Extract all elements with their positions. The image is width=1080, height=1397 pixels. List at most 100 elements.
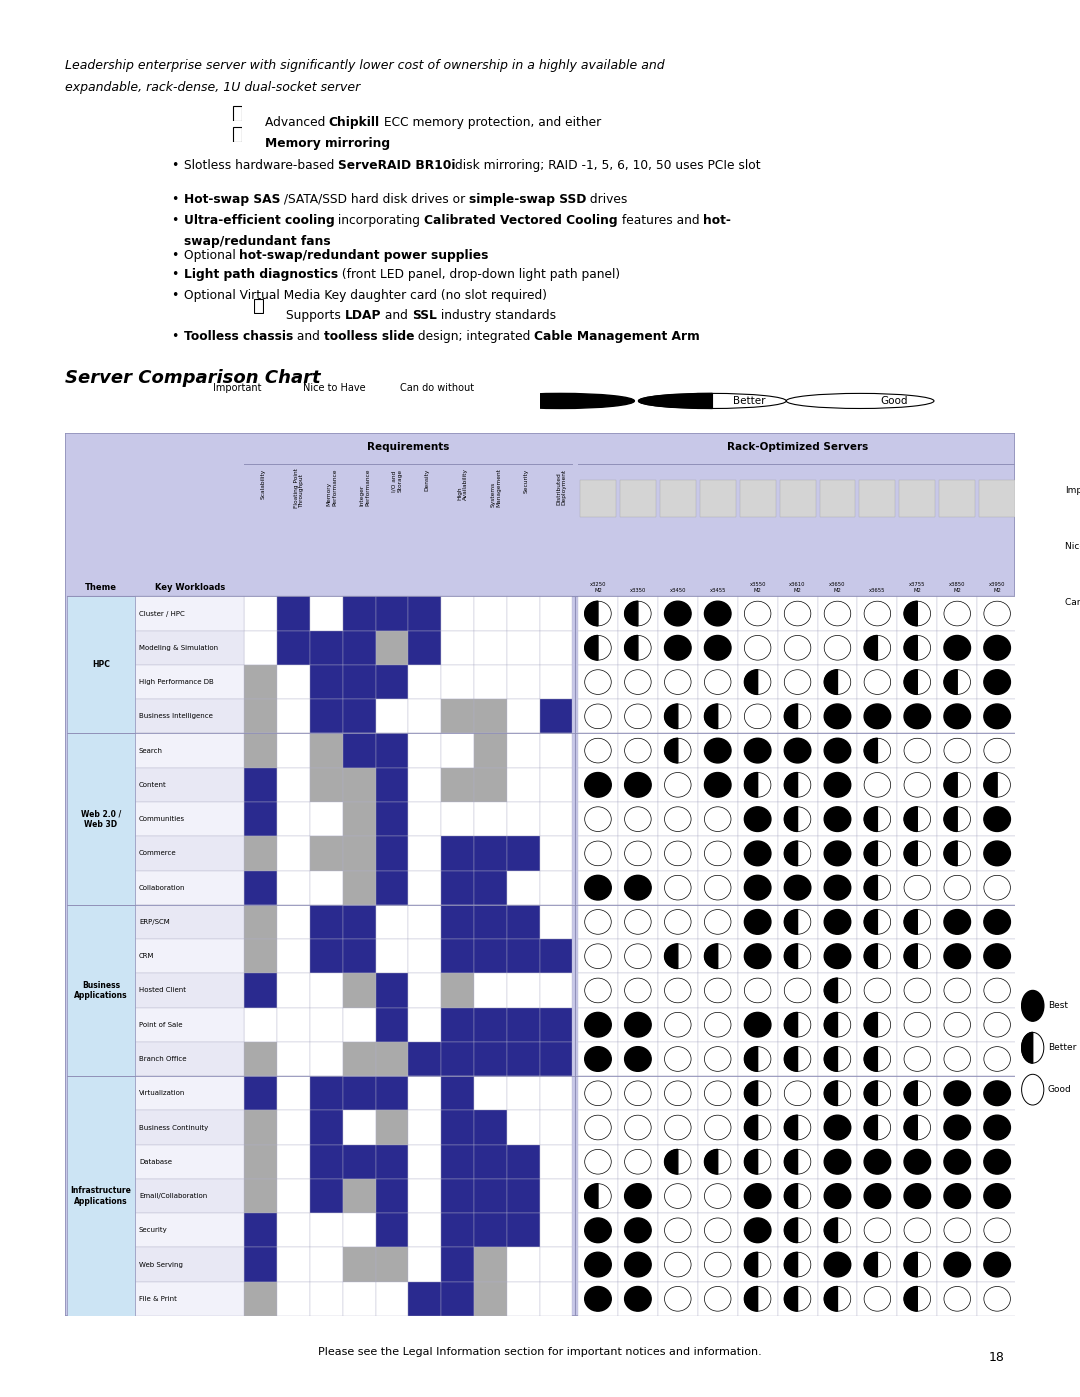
Text: x3650
M2: x3650 M2 — [829, 583, 846, 592]
Circle shape — [704, 738, 731, 763]
Bar — [408, 1248, 441, 1281]
Bar — [474, 802, 507, 837]
Bar — [658, 733, 698, 768]
Bar — [818, 1076, 858, 1111]
Bar — [858, 1111, 897, 1144]
Bar — [67, 597, 135, 733]
Bar — [818, 905, 858, 939]
Wedge shape — [824, 669, 837, 694]
Circle shape — [624, 1287, 651, 1312]
Wedge shape — [784, 1252, 797, 1277]
Bar — [540, 733, 572, 768]
Bar — [818, 597, 858, 630]
Bar — [858, 597, 897, 630]
Text: Integer
Performance: Integer Performance — [360, 468, 370, 506]
Wedge shape — [864, 1252, 877, 1277]
Bar — [778, 1076, 818, 1111]
Wedge shape — [984, 773, 997, 798]
Bar — [310, 1076, 342, 1111]
Text: drives: drives — [586, 193, 627, 205]
Bar — [578, 1281, 618, 1316]
Bar — [67, 1076, 135, 1316]
Bar — [937, 1213, 977, 1248]
Circle shape — [584, 773, 611, 798]
Bar — [540, 837, 572, 870]
Bar — [342, 974, 376, 1007]
Bar — [474, 837, 507, 870]
Bar — [778, 597, 818, 630]
Bar — [244, 768, 278, 802]
Bar — [818, 1144, 858, 1179]
Bar — [507, 837, 540, 870]
Bar — [474, 700, 507, 733]
Text: Optional: Optional — [184, 249, 240, 261]
Bar — [441, 733, 474, 768]
Circle shape — [824, 944, 851, 968]
Wedge shape — [1022, 1032, 1032, 1063]
Bar — [618, 939, 658, 974]
Bar — [310, 1144, 342, 1179]
Wedge shape — [864, 1115, 877, 1140]
Bar — [507, 1281, 540, 1316]
Bar — [342, 1076, 376, 1111]
Bar — [540, 1111, 572, 1144]
Bar — [342, 1111, 376, 1144]
Bar — [278, 1111, 310, 1144]
Bar — [698, 1144, 738, 1179]
Bar — [937, 1007, 977, 1042]
Wedge shape — [784, 773, 797, 798]
Text: Server Comparison Chart: Server Comparison Chart — [65, 369, 321, 387]
Text: Can do without: Can do without — [401, 383, 474, 393]
Bar — [897, 974, 937, 1007]
Bar — [897, 733, 937, 768]
Wedge shape — [744, 1115, 758, 1140]
Bar — [408, 802, 441, 837]
Bar — [618, 1111, 658, 1144]
Bar — [474, 939, 507, 974]
Bar — [940, 479, 975, 517]
Bar — [540, 597, 572, 630]
Bar — [818, 768, 858, 802]
Bar — [441, 1248, 474, 1281]
Bar — [937, 1179, 977, 1213]
Bar — [660, 479, 696, 517]
Bar — [278, 665, 310, 700]
Wedge shape — [904, 1081, 917, 1105]
Bar — [578, 630, 618, 665]
Bar — [408, 1076, 441, 1111]
Wedge shape — [904, 1252, 917, 1277]
Bar — [618, 1281, 658, 1316]
Bar — [818, 1007, 858, 1042]
Bar — [507, 597, 540, 630]
Bar — [740, 479, 775, 517]
Bar — [408, 597, 441, 630]
Circle shape — [824, 1252, 851, 1277]
Circle shape — [984, 944, 1011, 968]
Text: Density: Density — [424, 468, 430, 490]
Bar — [977, 870, 1017, 905]
Bar — [67, 905, 135, 1076]
Text: Scalability: Scalability — [261, 468, 266, 499]
Bar — [698, 1179, 738, 1213]
Text: File & Print: File & Print — [139, 1296, 177, 1302]
Bar — [618, 1042, 658, 1076]
Bar — [244, 1042, 278, 1076]
Bar — [897, 1144, 937, 1179]
Bar — [244, 870, 278, 905]
Bar — [977, 974, 1017, 1007]
Bar — [858, 1213, 897, 1248]
Bar — [977, 1213, 1017, 1248]
Bar — [778, 1111, 818, 1144]
Bar — [135, 1179, 244, 1213]
Text: Memory mirroring: Memory mirroring — [265, 137, 390, 149]
Bar — [900, 479, 935, 517]
Bar — [310, 700, 342, 733]
Bar — [376, 1007, 408, 1042]
Bar — [244, 665, 278, 700]
Bar — [618, 1179, 658, 1213]
Wedge shape — [704, 704, 718, 729]
Bar — [244, 1213, 278, 1248]
Circle shape — [624, 1013, 651, 1037]
Bar — [441, 665, 474, 700]
Text: Rack-Optimized Servers: Rack-Optimized Servers — [727, 441, 868, 451]
